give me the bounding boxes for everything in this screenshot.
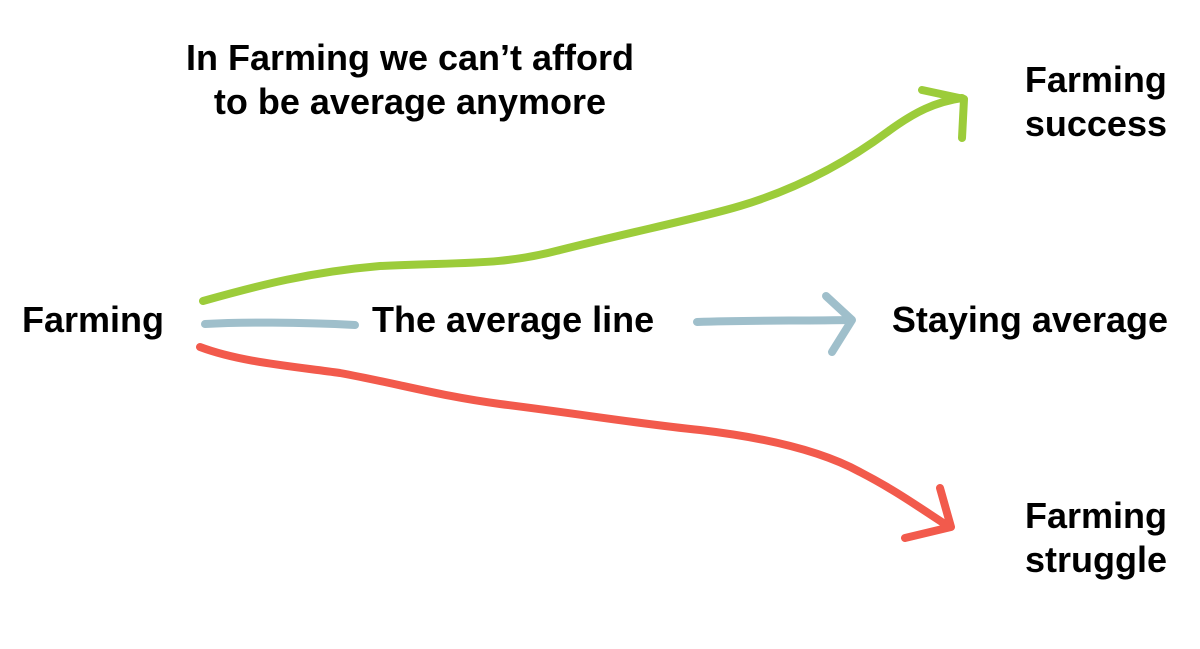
heading-line-2: to be average anymore [213, 81, 607, 122]
success-outcome-label: Farming success [1025, 58, 1167, 146]
average-line-label: The average line [372, 299, 655, 340]
start-label: Farming [22, 299, 165, 340]
diagram-heading: In Farming we can’t afford to be average… [160, 36, 660, 124]
struggle-arrow [196, 343, 955, 542]
struggle-line-2: struggle [1024, 539, 1167, 580]
struggle-line-1: Farming [1024, 495, 1167, 536]
success-line-2: success [1024, 103, 1167, 144]
success-arrow [199, 86, 968, 305]
average-outcome-label: Staying average [891, 299, 1168, 340]
success-line-1: Farming [1024, 59, 1167, 100]
struggle-outcome-label: Farming struggle [1025, 494, 1167, 582]
heading-line-1: In Farming we can’t afford [185, 37, 635, 78]
average-arrow [201, 292, 856, 356]
